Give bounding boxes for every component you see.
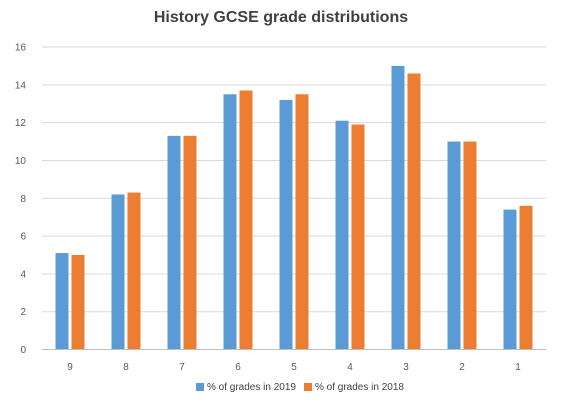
y-tick-label: 4 <box>20 269 26 280</box>
legend-swatch <box>304 383 312 391</box>
bar-2018-grade-1 <box>519 205 533 350</box>
chart-title: History GCSE grade distributions <box>154 9 408 26</box>
x-tick-label: 3 <box>403 362 409 373</box>
y-tick-label: 0 <box>20 345 26 356</box>
x-tick-label: 9 <box>67 362 73 373</box>
y-tick-label: 14 <box>15 80 27 91</box>
legend-swatch <box>196 383 204 391</box>
y-tick-label: 6 <box>20 232 26 243</box>
x-axis-ticks: 9 8 7 6 5 4 3 2 1 <box>67 362 521 373</box>
x-tick-label: 2 <box>459 362 465 373</box>
x-tick-label: 5 <box>291 362 297 373</box>
y-tick-label: 12 <box>15 118 27 129</box>
bar-2018-grade-4 <box>351 124 365 350</box>
bar-2019-grade-3 <box>391 65 405 350</box>
bar-2019-grade-8 <box>111 194 125 350</box>
bar-2018-grade-6 <box>239 90 253 350</box>
bar-2019-grade-7 <box>167 135 181 350</box>
bar-2019-grade-9 <box>55 253 69 350</box>
bar-2018-grade-7 <box>183 135 197 350</box>
bar-2018-grade-9 <box>71 254 85 350</box>
x-tick-label: 7 <box>179 362 185 373</box>
bars <box>55 65 533 350</box>
bar-2019-grade-6 <box>223 94 237 350</box>
bar-2019-grade-5 <box>279 99 293 350</box>
bar-2019-grade-1 <box>503 209 517 350</box>
y-axis-ticks: 0 2 4 6 8 10 12 14 16 <box>15 43 27 357</box>
y-tick-label: 2 <box>20 307 26 318</box>
y-tick-label: 8 <box>20 194 26 205</box>
x-tick-label: 4 <box>347 362 353 373</box>
bar-2019-grade-2 <box>447 141 461 350</box>
gridlines <box>42 46 546 313</box>
bar-2018-grade-2 <box>463 141 477 350</box>
y-tick-label: 16 <box>15 43 27 54</box>
bar-2019-grade-4 <box>335 120 349 350</box>
bar-2018-grade-5 <box>295 94 309 350</box>
y-tick-label: 10 <box>15 156 27 167</box>
bar-2018-grade-8 <box>127 192 141 350</box>
legend-label: % of grades in 2018 <box>315 382 404 393</box>
x-tick-label: 8 <box>123 362 129 373</box>
x-tick-label: 6 <box>235 362 241 373</box>
x-tick-label: 1 <box>515 362 521 373</box>
bar-2018-grade-3 <box>407 73 421 350</box>
legend-label: % of grades in 2019 <box>207 382 296 393</box>
legend: % of grades in 2019 % of grades in 2018 <box>196 382 404 393</box>
